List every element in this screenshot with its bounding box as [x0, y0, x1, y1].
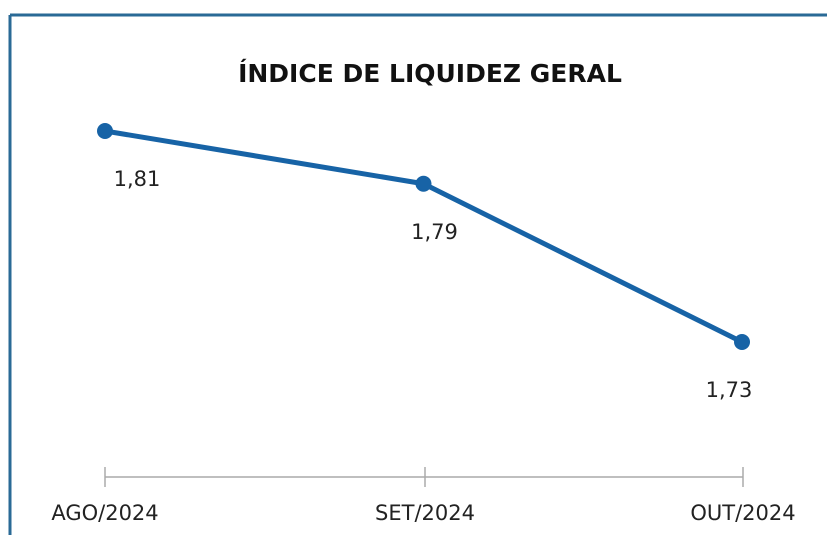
chart-title: ÍNDICE DE LIQUIDEZ GERAL: [238, 59, 622, 88]
value-label: 1,81: [114, 167, 161, 191]
x-tick-label: OUT/2024: [690, 501, 795, 525]
x-tick-label: SET/2024: [375, 501, 475, 525]
value-label: 1,79: [411, 220, 458, 244]
x-tick-label: AGO/2024: [51, 501, 158, 525]
value-label: 1,73: [706, 378, 753, 402]
point: [734, 334, 750, 350]
point: [415, 175, 432, 192]
point: [97, 123, 113, 139]
